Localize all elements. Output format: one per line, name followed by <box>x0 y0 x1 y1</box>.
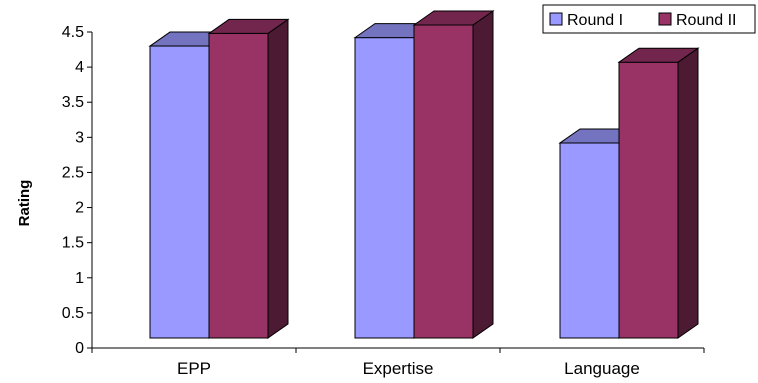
bar-front <box>413 24 474 339</box>
y-tick-label: 0 <box>75 340 84 357</box>
x-tick-label: Language <box>564 359 640 378</box>
bar-front <box>208 32 269 339</box>
bar-top <box>617 47 700 63</box>
bar-expertise-series-2 <box>412 10 495 339</box>
bar-front <box>618 61 679 339</box>
bar-front <box>149 45 210 339</box>
bar-side <box>267 18 289 339</box>
axes <box>87 31 705 353</box>
x-tick-label: Expertise <box>363 359 434 378</box>
y-tick-label: 4 <box>75 59 84 76</box>
y-tick-label: 0.5 <box>62 305 84 322</box>
y-tick-label: 3 <box>75 129 84 146</box>
y-tick-label: 2 <box>75 200 84 217</box>
legend-swatch-round-1 <box>549 12 563 26</box>
y-axis-title: Rating <box>16 180 33 227</box>
bar-top <box>207 18 290 34</box>
bar-top <box>412 10 495 26</box>
bar-epp-series-2 <box>207 18 290 339</box>
bar-front <box>559 142 620 339</box>
legend: Round I Round II <box>542 4 756 34</box>
legend-box <box>542 4 756 34</box>
bar-side <box>677 47 699 339</box>
y-tick-label: 3.5 <box>62 94 84 111</box>
x-tick-label: EPP <box>177 359 211 378</box>
bar-language-series-2 <box>617 47 700 339</box>
legend-label-round-2: Round II <box>676 12 736 29</box>
y-tick-label: 2.5 <box>62 164 84 181</box>
bars <box>148 10 700 339</box>
y-tick-label: 1.5 <box>62 235 84 252</box>
bar-side <box>472 10 494 339</box>
y-tick-label: 1 <box>75 270 84 287</box>
bar-front <box>354 37 415 339</box>
y-tick-label: 4.5 <box>62 24 84 41</box>
legend-label-round-1: Round I <box>567 12 623 29</box>
labels: 0 0.5 1 1.5 2 2.5 3 3.5 4 4.5 EPP Expertise Language <box>62 24 640 378</box>
legend-swatch-round-2 <box>658 12 672 26</box>
